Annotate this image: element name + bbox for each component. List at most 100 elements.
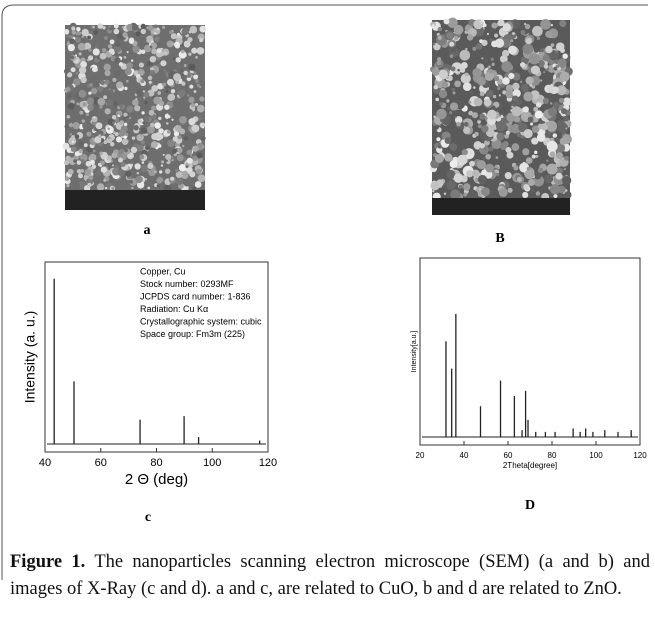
grain bbox=[80, 76, 87, 84]
grain bbox=[522, 148, 530, 156]
grain bbox=[173, 73, 182, 82]
grain bbox=[167, 108, 176, 116]
grain bbox=[144, 44, 152, 53]
grain bbox=[175, 83, 183, 91]
grain bbox=[151, 105, 157, 111]
grain bbox=[454, 116, 457, 119]
grain bbox=[74, 151, 80, 157]
grain bbox=[129, 178, 138, 186]
grain bbox=[106, 99, 114, 107]
grain bbox=[153, 170, 157, 174]
grain bbox=[466, 169, 474, 178]
grain bbox=[95, 122, 103, 130]
grain bbox=[194, 103, 199, 107]
grain bbox=[471, 112, 478, 119]
grain bbox=[531, 137, 539, 145]
grain bbox=[181, 28, 189, 36]
grain bbox=[457, 154, 468, 166]
grain bbox=[123, 56, 127, 59]
grain bbox=[528, 179, 535, 186]
grain bbox=[199, 25, 207, 33]
grain bbox=[479, 39, 483, 43]
grain bbox=[86, 131, 92, 137]
grain bbox=[479, 113, 486, 120]
sem-texture bbox=[429, 17, 573, 201]
grain bbox=[549, 183, 561, 195]
grain bbox=[552, 133, 558, 138]
grain bbox=[144, 178, 148, 181]
grain bbox=[510, 55, 521, 66]
grain bbox=[488, 69, 493, 74]
grain bbox=[78, 52, 82, 56]
grain bbox=[483, 147, 488, 151]
grain bbox=[519, 162, 530, 173]
grain bbox=[92, 149, 96, 153]
grain bbox=[183, 40, 191, 48]
caption-text: The nanoparticles scanning electron micr… bbox=[10, 552, 650, 599]
grain bbox=[112, 168, 120, 176]
grain bbox=[555, 64, 559, 69]
grain bbox=[430, 181, 440, 191]
grain bbox=[148, 168, 156, 177]
grain bbox=[102, 25, 106, 30]
grain bbox=[118, 148, 125, 155]
grain bbox=[113, 28, 120, 35]
x-tick-label: 120 bbox=[633, 451, 647, 460]
grain bbox=[193, 74, 199, 80]
grain bbox=[144, 145, 150, 151]
panel-label: B bbox=[495, 231, 504, 246]
grain bbox=[103, 63, 111, 71]
grain bbox=[544, 131, 552, 138]
grain bbox=[115, 136, 123, 143]
grain bbox=[75, 31, 80, 36]
grain bbox=[113, 45, 122, 53]
grain bbox=[126, 51, 129, 54]
grain bbox=[150, 141, 158, 148]
x-tick-label: 80 bbox=[548, 451, 557, 460]
grain bbox=[516, 177, 522, 182]
grain bbox=[508, 45, 518, 55]
grain bbox=[486, 32, 489, 36]
grain bbox=[88, 48, 92, 52]
grain bbox=[176, 177, 184, 185]
grain bbox=[495, 172, 500, 177]
grain bbox=[78, 66, 87, 74]
grain bbox=[534, 110, 543, 119]
grain bbox=[491, 105, 496, 110]
grain bbox=[69, 133, 72, 136]
grain bbox=[507, 187, 513, 193]
grain bbox=[97, 154, 101, 158]
grain bbox=[104, 108, 111, 115]
grain bbox=[533, 106, 539, 112]
grain bbox=[164, 168, 171, 174]
grain bbox=[99, 151, 103, 155]
grain bbox=[520, 30, 526, 35]
grain bbox=[73, 78, 81, 86]
grain bbox=[64, 124, 68, 129]
grain bbox=[120, 162, 126, 168]
grain bbox=[200, 135, 206, 141]
grain bbox=[504, 171, 512, 180]
grain bbox=[536, 133, 546, 142]
grain bbox=[132, 99, 139, 106]
grain bbox=[511, 143, 520, 152]
grain bbox=[531, 189, 534, 192]
grain bbox=[512, 32, 515, 35]
grain bbox=[479, 143, 485, 149]
grain bbox=[88, 175, 94, 181]
grain bbox=[164, 185, 169, 189]
grain bbox=[519, 62, 526, 68]
grain bbox=[119, 104, 124, 109]
grain bbox=[558, 97, 565, 104]
grain bbox=[190, 102, 196, 108]
grain bbox=[201, 145, 205, 149]
grain bbox=[188, 118, 196, 126]
grain bbox=[107, 127, 110, 131]
grain bbox=[524, 22, 527, 26]
grain bbox=[531, 154, 536, 159]
annotation: JCPDS card number: 1-836 bbox=[140, 291, 251, 301]
grain bbox=[469, 90, 475, 96]
grain bbox=[170, 176, 175, 181]
grain bbox=[179, 128, 186, 135]
grain bbox=[71, 30, 77, 35]
